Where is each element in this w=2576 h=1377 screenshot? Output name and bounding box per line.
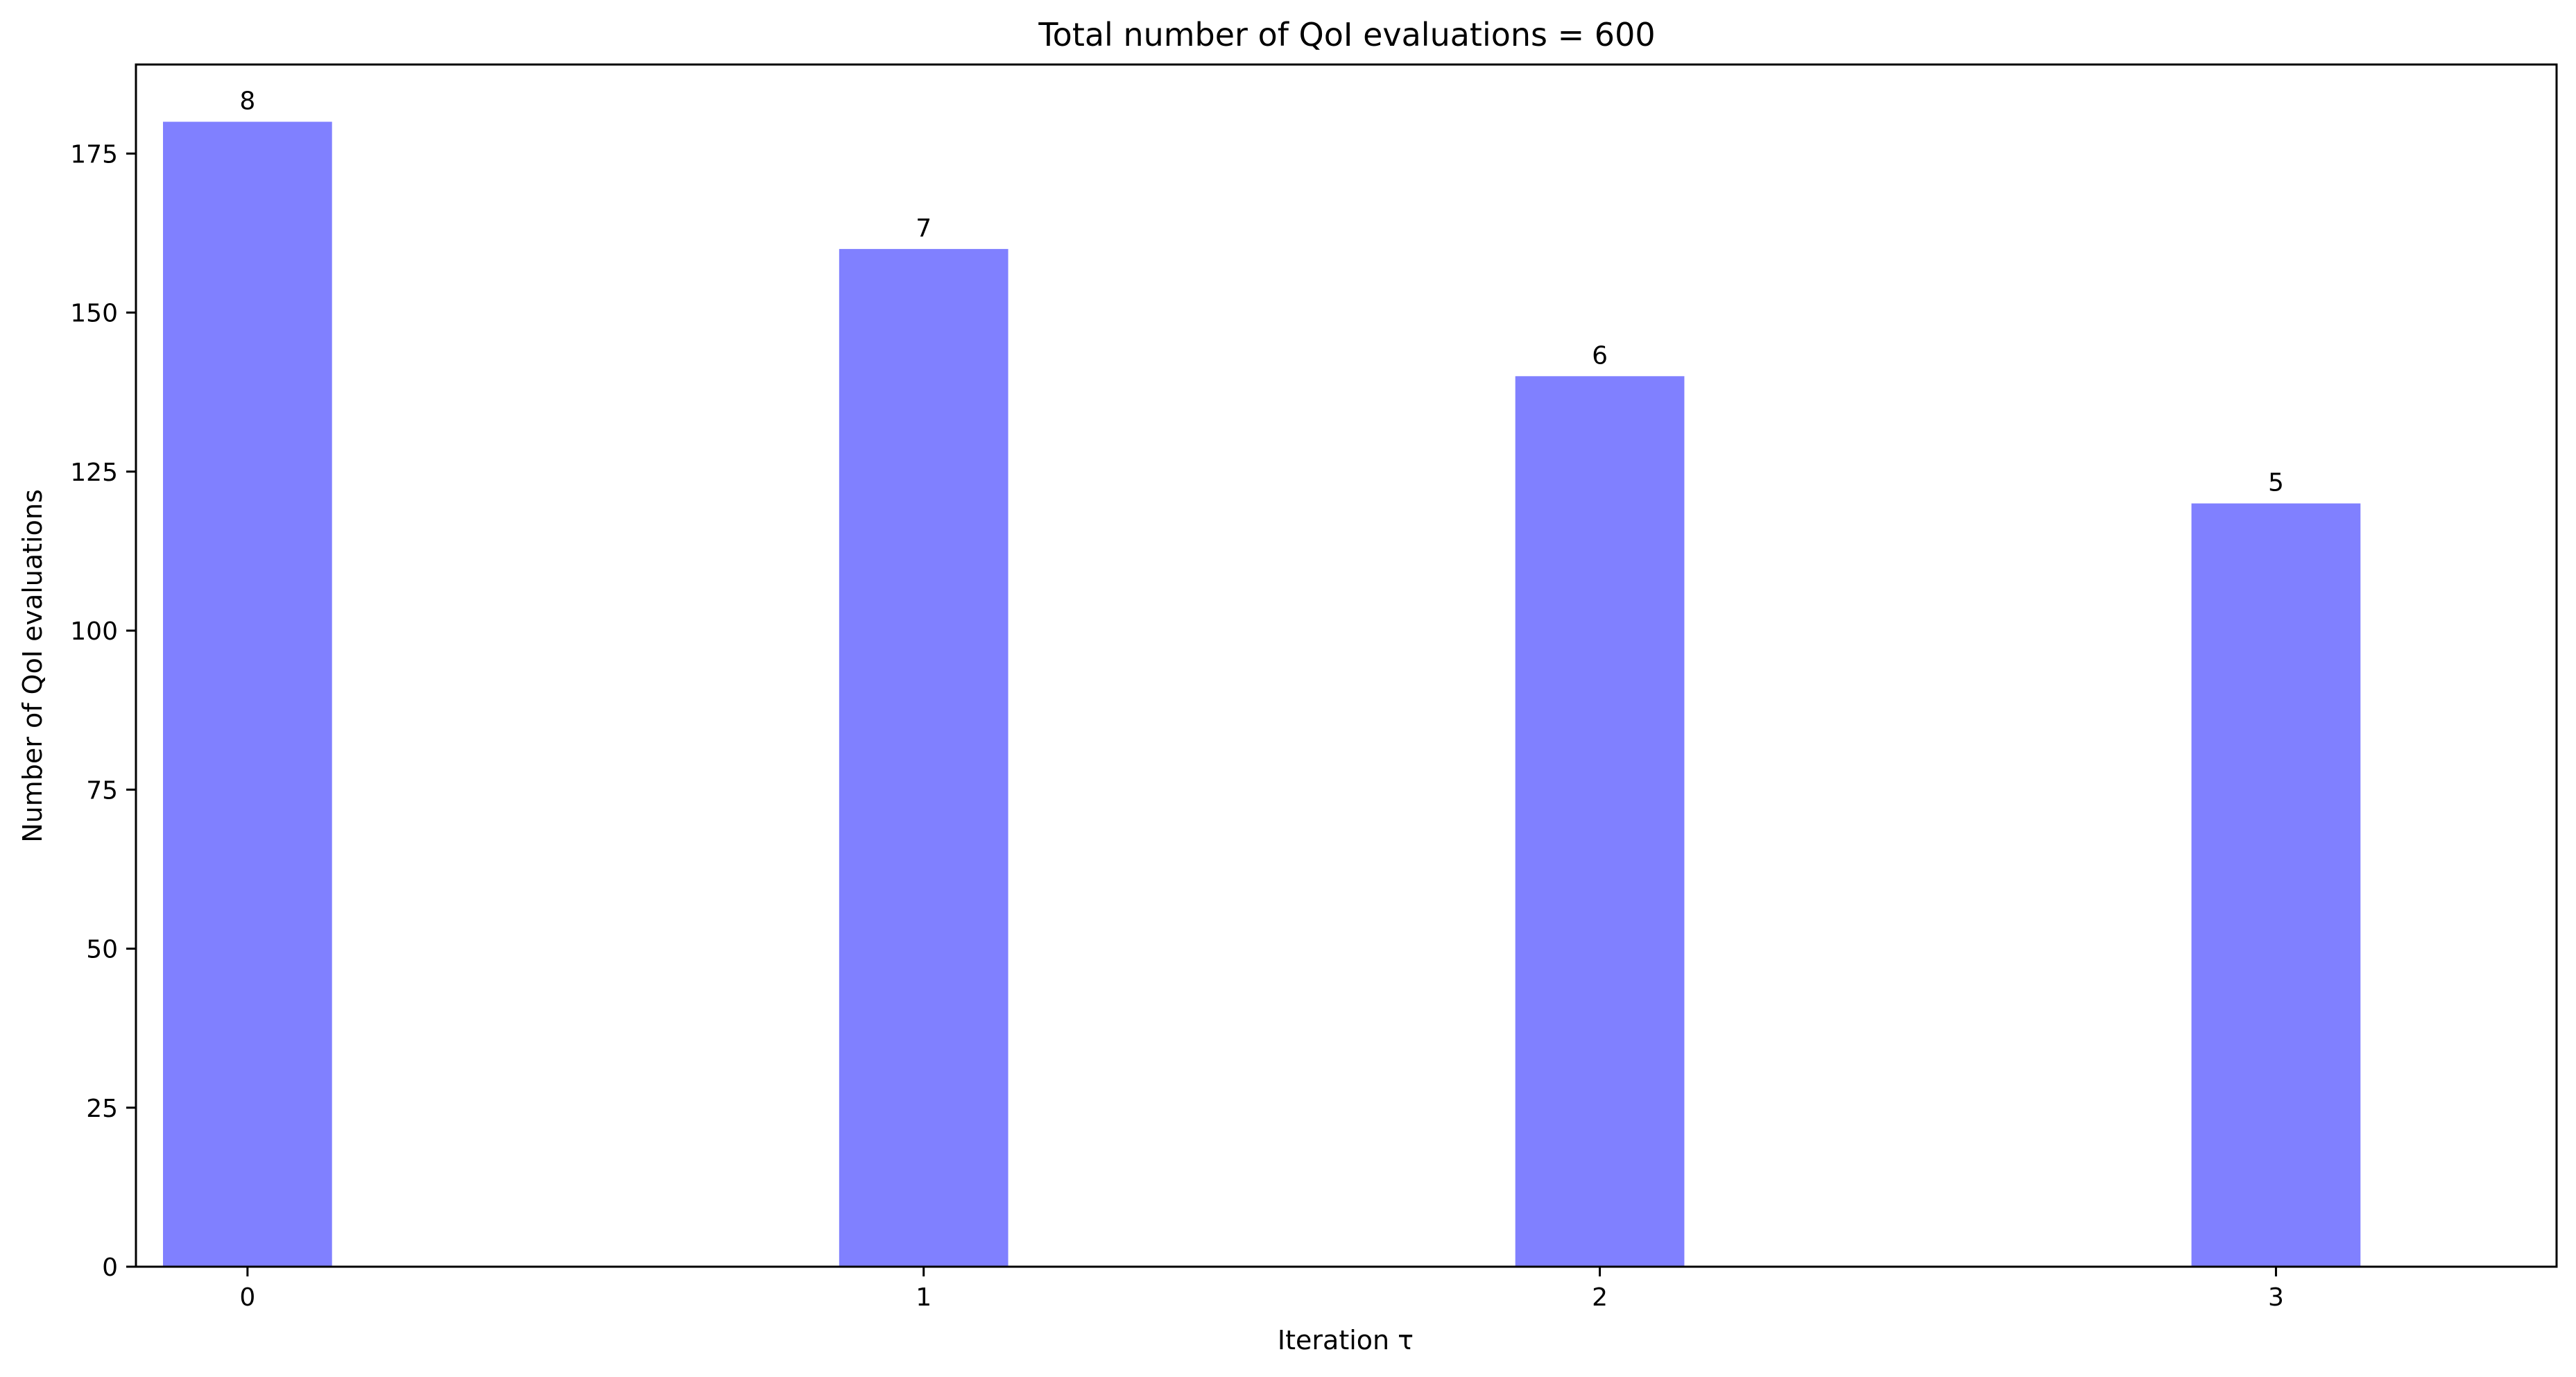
y-tick-label-100: 100 <box>70 617 118 646</box>
x-axis-label: Iteration τ <box>1278 1325 1414 1355</box>
bar-1 <box>839 248 1008 1267</box>
x-tick-label-1: 1 <box>916 1283 931 1312</box>
x-tick-label-0: 0 <box>239 1283 255 1312</box>
y-tick-label-25: 25 <box>86 1095 118 1123</box>
bar-label-1: 7 <box>916 214 931 243</box>
y-tick-label-150: 150 <box>70 300 118 328</box>
bar-0 <box>162 121 332 1267</box>
y-tick-label-50: 50 <box>86 936 118 964</box>
y-ticks-group: 0 25 50 75 100 125 150 175 <box>70 140 136 1282</box>
y-tick-label-125: 125 <box>70 459 118 487</box>
bar-3 <box>2191 503 2361 1267</box>
chart-title: Total number of QoI evaluations = 600 <box>1038 16 1655 53</box>
y-tick-label-75: 75 <box>86 776 118 805</box>
plot-frame <box>135 63 2558 1268</box>
bar-2 <box>1515 376 1685 1267</box>
y-tick-label-175: 175 <box>70 140 118 169</box>
x-ticks-group: 0 1 2 3 <box>239 1267 2284 1312</box>
y-tick-label-0: 0 <box>102 1254 118 1282</box>
bars-group <box>162 121 2361 1267</box>
bar-label-0: 8 <box>239 87 255 116</box>
bar-label-3: 5 <box>2268 469 2284 497</box>
x-tick-label-3: 3 <box>2268 1283 2284 1312</box>
y-axis-label: Number of QoI evaluations <box>17 489 48 843</box>
bar-labels-group: 8 7 6 5 <box>239 87 2283 497</box>
x-tick-label-2: 2 <box>1592 1283 1608 1312</box>
bar-label-2: 6 <box>1592 341 1608 370</box>
